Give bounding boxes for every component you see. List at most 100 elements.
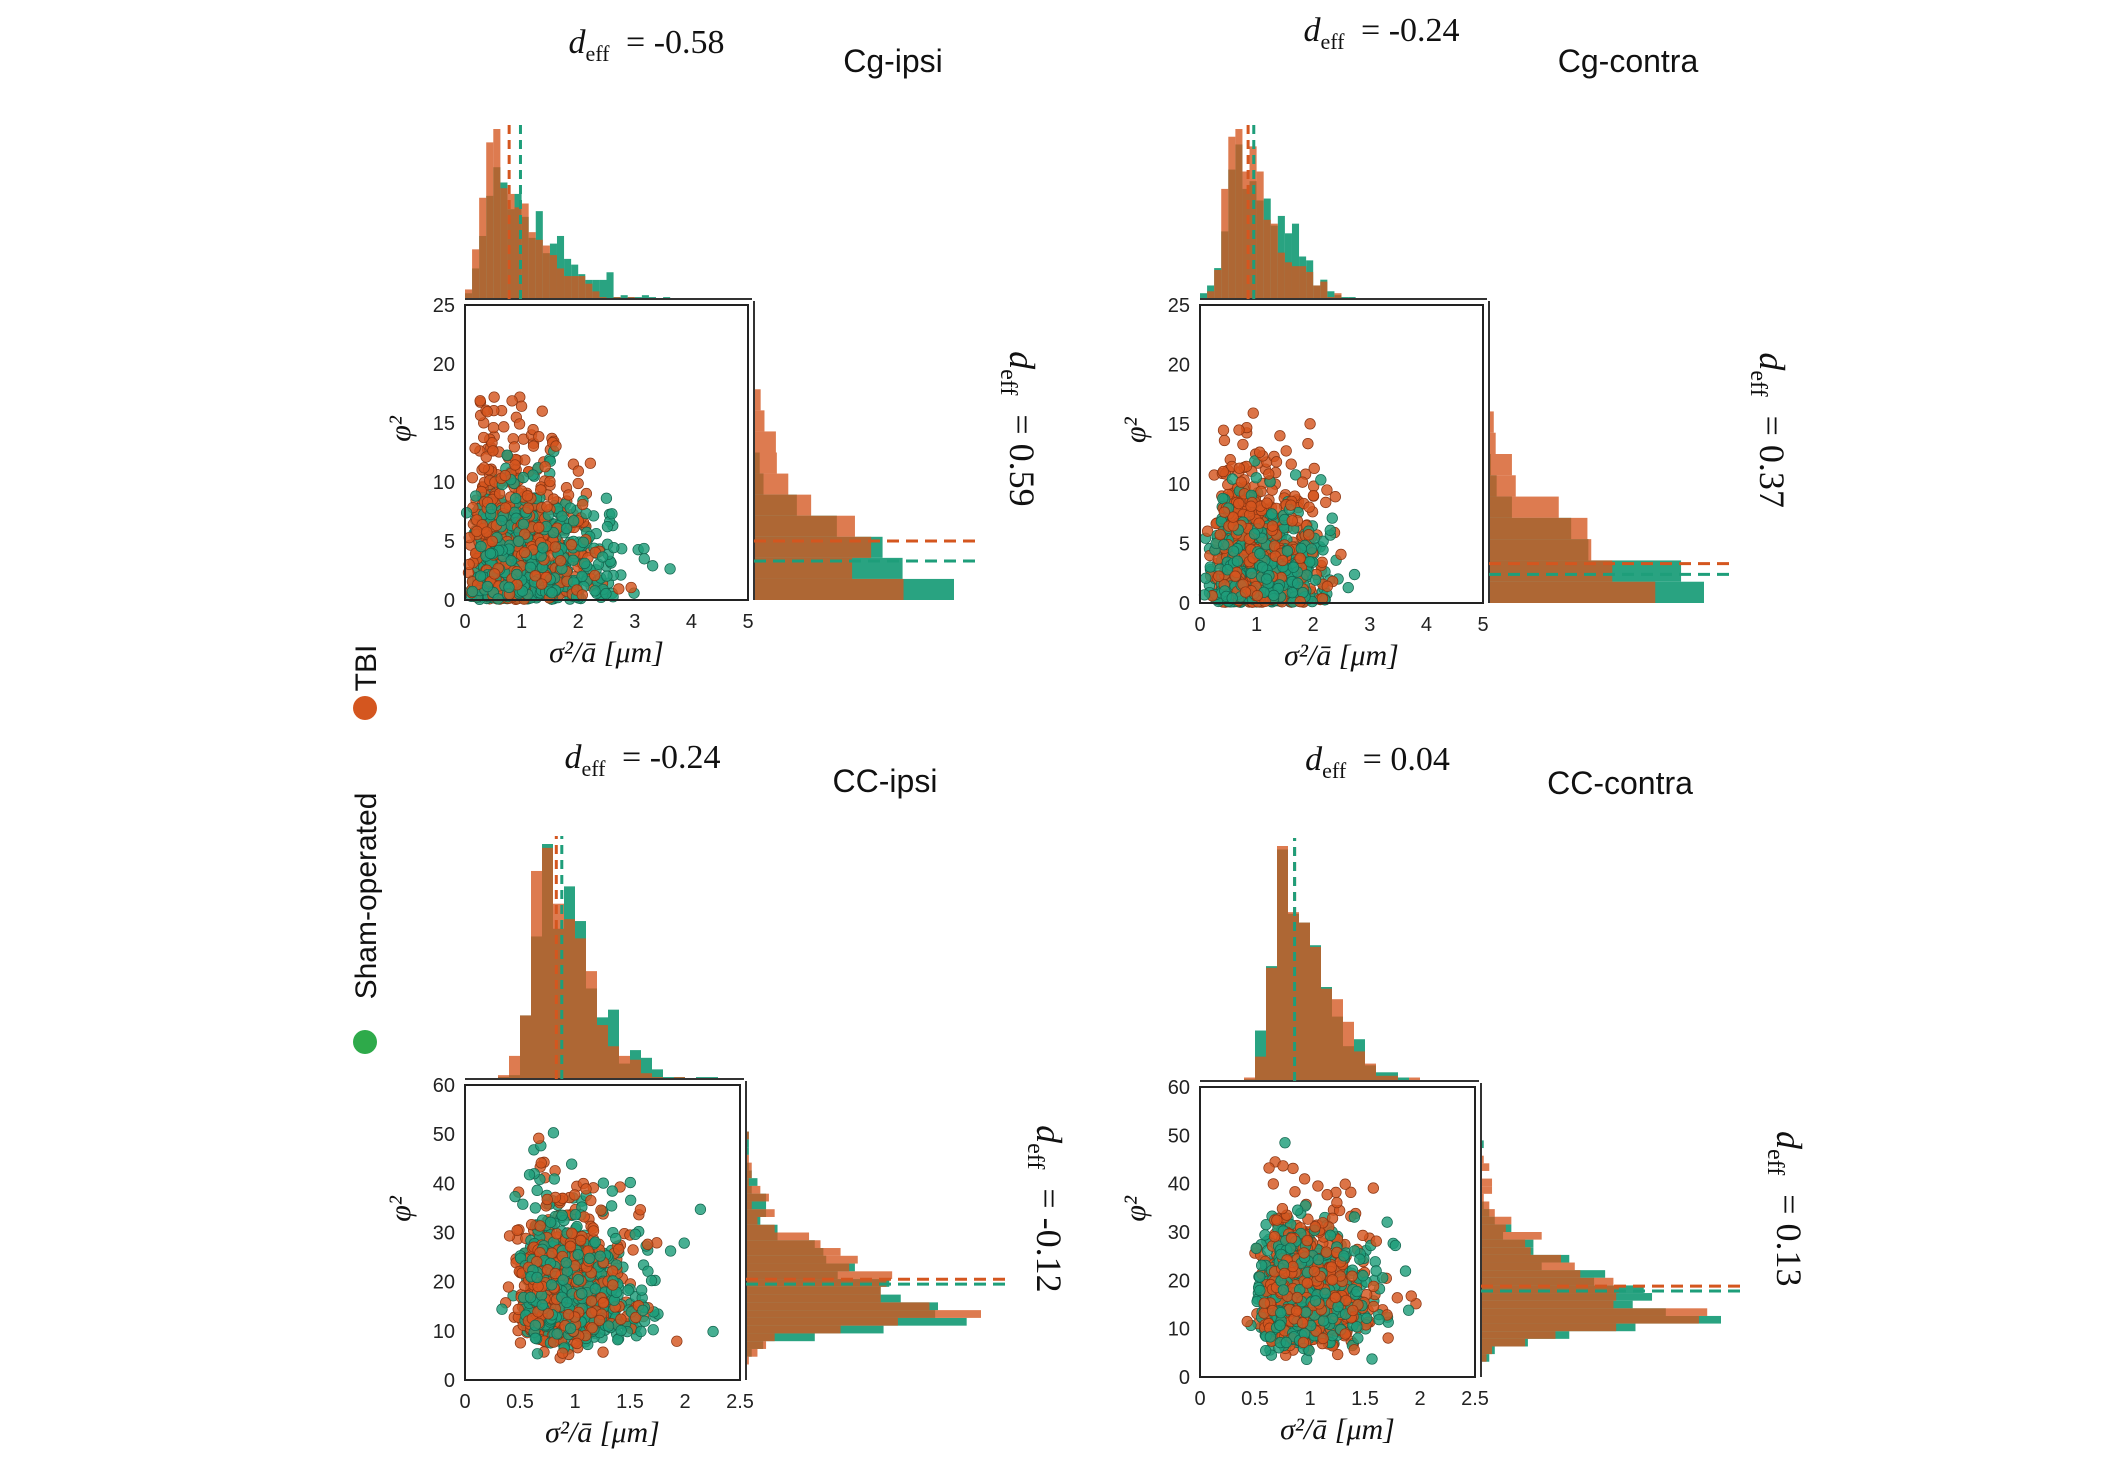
side-hist-bar bbox=[1481, 1308, 1708, 1316]
scatter-point bbox=[466, 585, 479, 598]
scatter-point bbox=[1295, 542, 1307, 555]
top-hist-bar bbox=[1207, 291, 1215, 299]
top-hist-bar bbox=[1266, 967, 1277, 1081]
scatter-point bbox=[613, 583, 625, 595]
x-axis-label: σ²/ā [μm] bbox=[1284, 639, 1399, 672]
scatter-point bbox=[1316, 556, 1328, 568]
scatter-point bbox=[1382, 1332, 1394, 1344]
scatter-point bbox=[1235, 476, 1247, 488]
y-tick-label: 15 bbox=[1168, 414, 1190, 436]
top-hist-bar bbox=[493, 129, 501, 299]
scatter-point bbox=[1304, 418, 1316, 430]
side-hist-bar bbox=[746, 1232, 810, 1241]
scatter-point bbox=[1335, 548, 1347, 561]
scatter-point bbox=[1389, 1239, 1402, 1252]
scatter-point bbox=[589, 1236, 601, 1248]
side-hist-bar bbox=[754, 452, 777, 474]
panel-title: Cg-contra bbox=[1558, 43, 1699, 79]
side-hist-bar bbox=[746, 1263, 850, 1272]
y-axis-label: φ² bbox=[1119, 416, 1152, 443]
top-hist-bar bbox=[1291, 266, 1300, 299]
scatter-point bbox=[560, 1257, 572, 1269]
scatter-point bbox=[471, 525, 483, 538]
scatter-point bbox=[1245, 500, 1257, 512]
y-tick-label: 20 bbox=[433, 354, 455, 376]
scatter-point bbox=[478, 431, 490, 444]
scatter-point bbox=[601, 521, 614, 533]
scatter-point bbox=[469, 442, 481, 454]
scatter-point bbox=[1233, 424, 1245, 436]
scatter-point bbox=[567, 554, 579, 566]
scatter-point bbox=[1305, 543, 1318, 555]
scatter-point bbox=[517, 471, 529, 484]
scatter-point bbox=[606, 1185, 618, 1197]
scatter-point bbox=[572, 477, 584, 490]
scatter-point bbox=[615, 1324, 627, 1337]
scatter-point bbox=[529, 1202, 541, 1214]
scatter-point bbox=[566, 1158, 578, 1170]
scatter-points bbox=[1198, 407, 1361, 608]
scatter-point bbox=[531, 1184, 543, 1196]
scatter-point bbox=[514, 1337, 527, 1349]
top-hist-bar bbox=[1320, 281, 1328, 299]
side-hist-bar bbox=[746, 1209, 775, 1217]
scatter-point bbox=[1226, 592, 1238, 604]
scatter-point bbox=[533, 1132, 545, 1144]
side-hist-bar bbox=[746, 1317, 898, 1326]
scatter-point bbox=[595, 1204, 607, 1216]
y-tick-label: 5 bbox=[444, 531, 455, 553]
scatter-point bbox=[1301, 569, 1313, 581]
scatter-point bbox=[584, 457, 597, 469]
top-hist-bar bbox=[597, 1025, 608, 1079]
scatter-point bbox=[478, 462, 490, 474]
scatter-point bbox=[1239, 586, 1252, 598]
scatter-point bbox=[601, 570, 613, 582]
top-hist-bar bbox=[1284, 262, 1292, 299]
scatter-point bbox=[1266, 520, 1279, 532]
scatter-point bbox=[678, 1237, 690, 1249]
scatter-point bbox=[608, 542, 620, 554]
x-tick-label: 2 bbox=[573, 611, 584, 633]
scatter-point bbox=[1214, 528, 1226, 541]
side-hist-bar bbox=[1489, 539, 1592, 561]
x-tick-label: 1 bbox=[1251, 614, 1262, 636]
scatter-point bbox=[1254, 446, 1266, 458]
scatter-point bbox=[1321, 1189, 1333, 1201]
scatter-point bbox=[496, 1303, 508, 1315]
x-axis-label: σ²/ā [μm] bbox=[545, 1416, 660, 1449]
top-hist-bar bbox=[509, 1055, 520, 1079]
top-histogram bbox=[1200, 121, 1487, 300]
side-histogram bbox=[1480, 1083, 1746, 1377]
scatter-point bbox=[541, 1193, 553, 1206]
scatter-point bbox=[577, 536, 589, 549]
x-tick-label: 2 bbox=[1308, 614, 1319, 636]
scatter-point bbox=[664, 563, 676, 575]
scatter-point bbox=[529, 1332, 542, 1344]
side-hist-bar bbox=[1481, 1224, 1506, 1232]
scatter-point bbox=[646, 560, 659, 572]
y-tick-label: 10 bbox=[1168, 474, 1190, 496]
scatter-point bbox=[1296, 476, 1309, 488]
scatter-point bbox=[1274, 430, 1286, 442]
scatter-point bbox=[1256, 561, 1269, 573]
scatter-point bbox=[547, 493, 560, 505]
scatter-point bbox=[597, 1346, 609, 1358]
y-tick-label: 60 bbox=[433, 1075, 455, 1097]
scatter-point bbox=[587, 1225, 600, 1237]
scatter-point bbox=[513, 535, 525, 547]
scatter-point bbox=[1248, 528, 1261, 540]
top-hist-bar bbox=[1343, 1021, 1354, 1081]
scatter-point bbox=[1200, 572, 1212, 584]
side-hist-bar bbox=[746, 1348, 758, 1357]
scatter-point bbox=[1298, 1173, 1311, 1185]
scatter-point bbox=[536, 578, 548, 590]
top-hist-bar bbox=[641, 295, 649, 299]
side-hist-bar bbox=[1481, 1239, 1526, 1248]
y-tick-label: 5 bbox=[1179, 533, 1190, 555]
side-hist-bar bbox=[746, 1286, 881, 1295]
top-hist-bar bbox=[542, 847, 553, 1079]
scatter-points bbox=[460, 391, 676, 606]
side-histogram bbox=[745, 1081, 1006, 1380]
scatter-point bbox=[1281, 545, 1294, 557]
